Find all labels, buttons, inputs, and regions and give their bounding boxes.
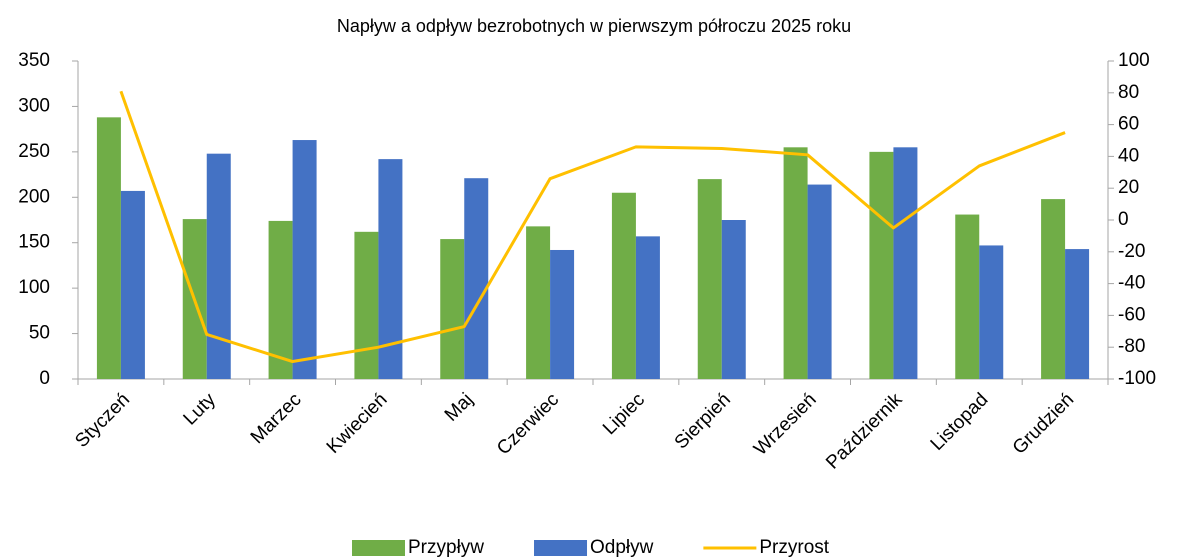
- bar: [464, 178, 489, 379]
- x-tick-label: Wrzesień: [750, 389, 821, 460]
- x-tick-label: Listopad: [927, 389, 993, 455]
- bar: [550, 249, 575, 379]
- y2-tick-label: -80: [1118, 336, 1145, 357]
- y-tick-label: 0: [39, 368, 50, 389]
- y-tick-label: 150: [18, 232, 50, 253]
- x-tick-label: Marzec: [247, 389, 306, 448]
- y2-tick-label: -40: [1118, 273, 1145, 294]
- y-tick-label: 350: [18, 50, 50, 71]
- y2-tick-label: 100: [1118, 50, 1150, 71]
- bar: [120, 190, 145, 379]
- y-tick-label: 100: [18, 277, 50, 298]
- legend-label: Odpływ: [590, 537, 654, 558]
- y-tick-label: 50: [29, 323, 50, 344]
- bar: [354, 231, 379, 379]
- y2-tick-label: 60: [1118, 114, 1139, 135]
- y2-tick-label: -100: [1118, 368, 1156, 389]
- y2-tick-label: 0: [1118, 209, 1129, 230]
- x-tick-label: Grudzień: [1009, 389, 1078, 458]
- bar: [292, 140, 317, 379]
- bar: [979, 245, 1004, 379]
- bar: [955, 214, 980, 379]
- bar: [268, 220, 293, 379]
- bar: [869, 151, 894, 379]
- y-tick-label: 250: [18, 141, 50, 162]
- x-tick-label: Styczeń: [71, 389, 134, 452]
- y2-tick-label: 20: [1118, 177, 1139, 198]
- bar: [611, 192, 636, 379]
- bar: [807, 184, 832, 379]
- bar: [1041, 199, 1066, 379]
- x-tick-label: Czerwiec: [493, 389, 563, 459]
- y2-tick-label: 80: [1118, 82, 1139, 103]
- legend-swatch: [534, 540, 588, 556]
- legend-swatch: [352, 540, 405, 556]
- y2-tick-label: -60: [1118, 304, 1145, 325]
- x-tick-label: Kwiecień: [323, 389, 392, 458]
- line: [119, 90, 1066, 364]
- bar: [206, 153, 231, 379]
- y2-tick-label: -20: [1118, 241, 1145, 262]
- y-tick-label: 300: [18, 95, 50, 116]
- legend-label: Przypływ: [408, 537, 484, 558]
- bar: [783, 147, 808, 379]
- bar: [440, 239, 465, 379]
- legend-label: Przyrost: [759, 537, 829, 558]
- x-tick-label: Lipiec: [599, 389, 649, 439]
- bar: [721, 220, 746, 379]
- bar: [635, 236, 660, 379]
- y-tick-label: 200: [18, 186, 50, 207]
- x-tick-label: Maj: [441, 389, 478, 426]
- bar: [526, 226, 551, 379]
- x-tick-label: Sierpień: [671, 389, 735, 453]
- bar: [893, 147, 918, 379]
- bar: [1065, 249, 1090, 379]
- y2-tick-label: 40: [1118, 145, 1139, 166]
- bar: [96, 117, 121, 380]
- chart-title: Napływ a odpływ bezrobotnych w pierwszym…: [337, 16, 851, 36]
- x-tick-label: Październik: [822, 389, 907, 474]
- x-tick-label: Luty: [180, 389, 221, 430]
- bar: [697, 179, 722, 379]
